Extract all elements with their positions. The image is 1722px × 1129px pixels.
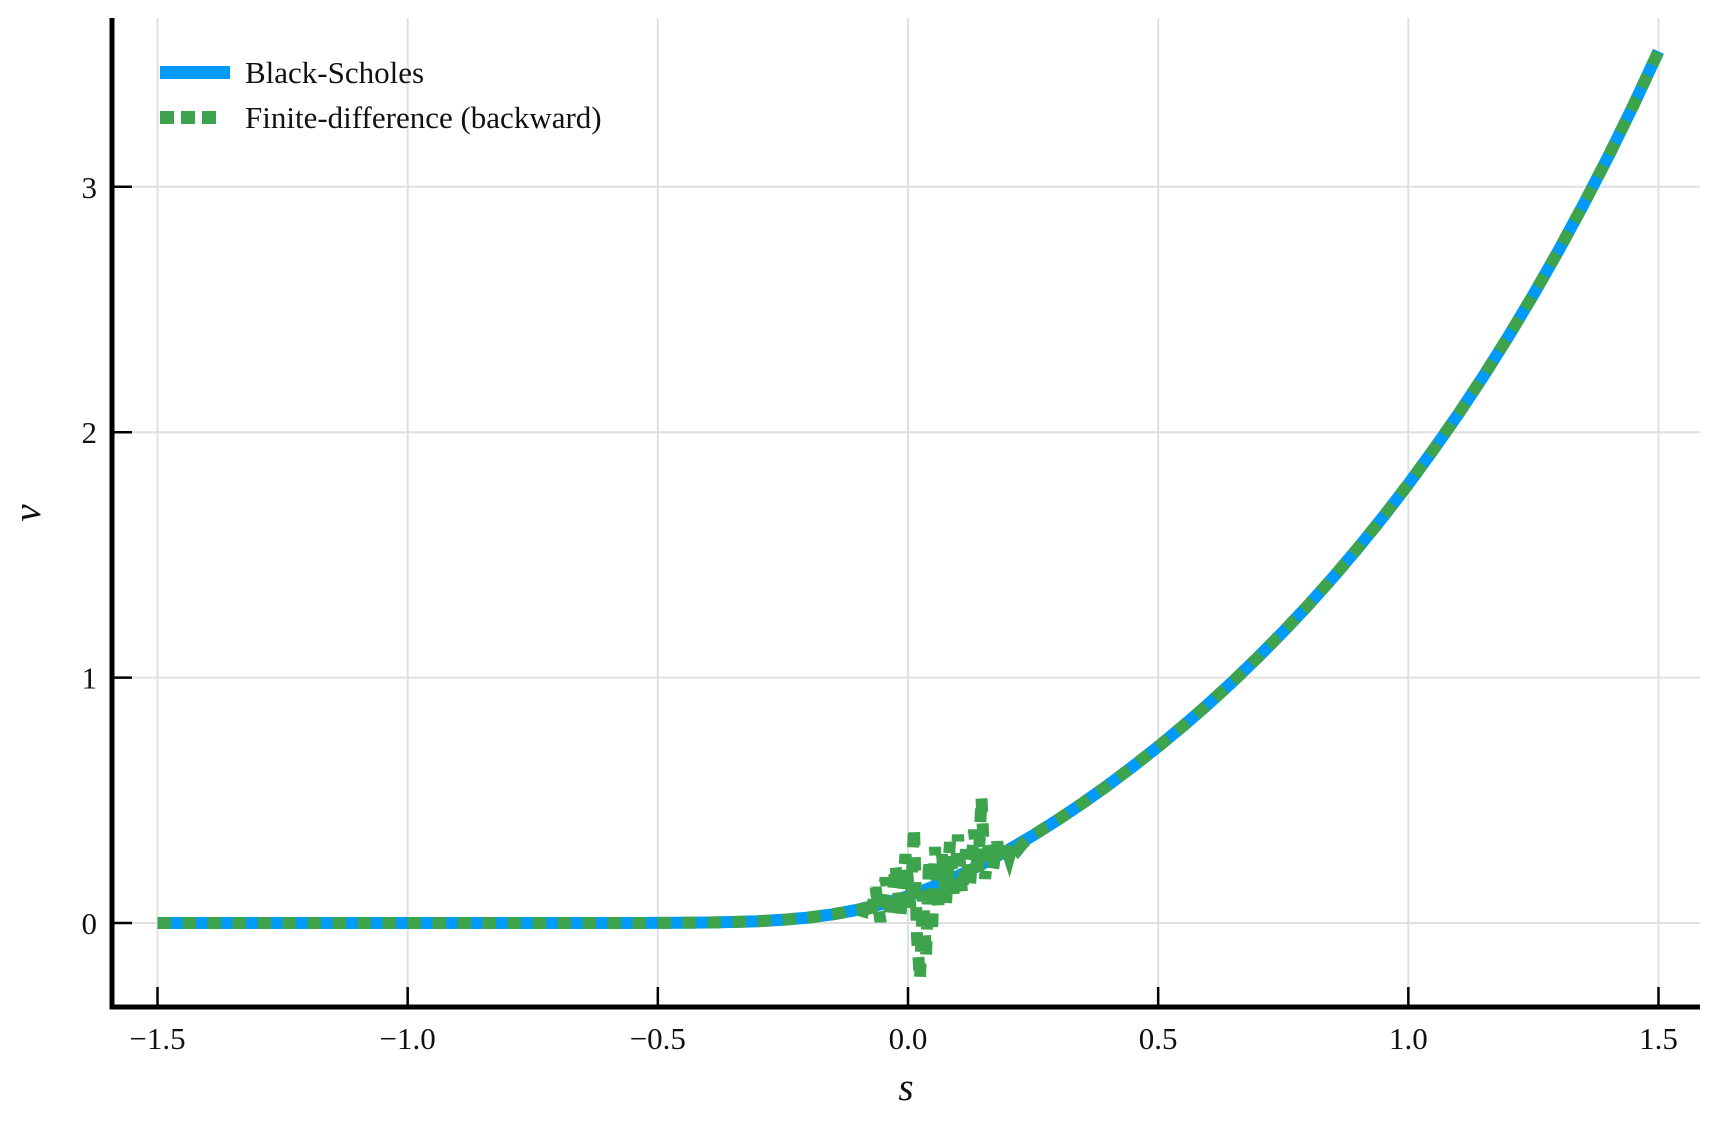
- x-tick-label: 0.0: [889, 1021, 928, 1056]
- legend-label-black-scholes: Black-Scholes: [245, 55, 425, 90]
- y-tick-label: 3: [82, 170, 98, 205]
- y-tick-label: 2: [82, 415, 98, 450]
- legend-item-black-scholes: Black-Scholes: [160, 50, 602, 95]
- x-tick-label: −0.5: [630, 1021, 686, 1056]
- x-tick-label: 1.0: [1389, 1021, 1428, 1056]
- legend-swatch-dashed-line: [160, 111, 230, 124]
- dash-square-icon: [160, 111, 174, 124]
- series-line-finite-difference: [157, 48, 1664, 980]
- dash-square-icon: [181, 111, 195, 124]
- legend-item-finite-difference: Finite-difference (backward): [160, 95, 602, 140]
- legend-label-finite-difference: Finite-difference (backward): [245, 100, 602, 135]
- legend-swatch-solid-line: [160, 66, 230, 79]
- x-tick-label: 1.5: [1639, 1021, 1678, 1056]
- y-tick-label: 1: [82, 661, 98, 696]
- x-tick-label: 0.5: [1139, 1021, 1178, 1056]
- x-tick-label: −1.0: [380, 1021, 436, 1056]
- dash-square-icon: [202, 111, 216, 124]
- legend: Black-Scholes Finite-difference (backwar…: [160, 50, 602, 140]
- x-axis-label: s: [898, 1066, 913, 1109]
- x-tick-label: −1.5: [129, 1021, 185, 1056]
- y-axis-label: v: [6, 504, 49, 522]
- y-tick-label: 0: [82, 906, 98, 941]
